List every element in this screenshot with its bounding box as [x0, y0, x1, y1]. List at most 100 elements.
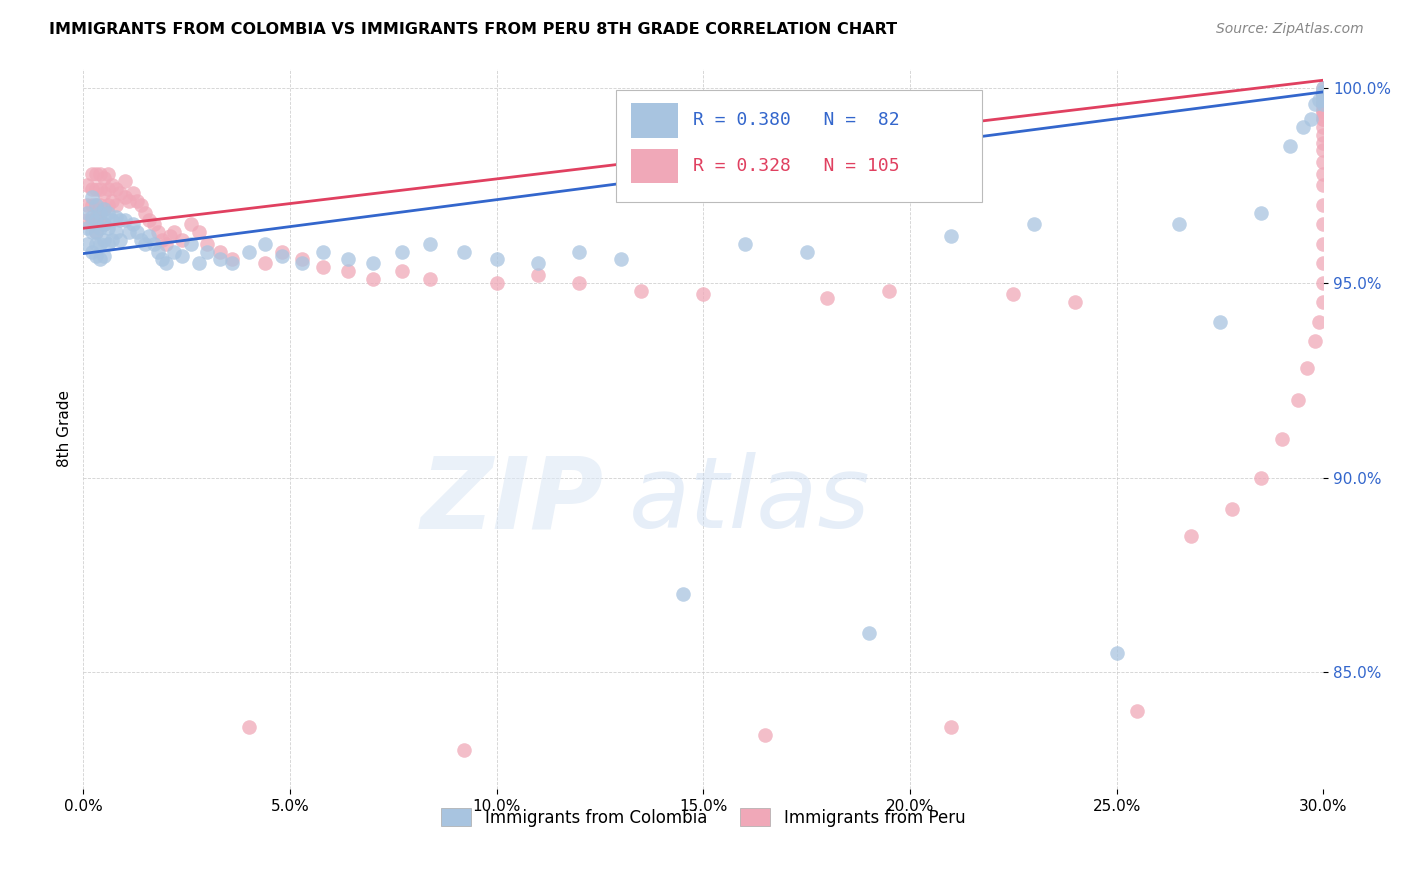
Point	[254, 236, 277, 251]
Point	[1312, 218, 1334, 232]
FancyBboxPatch shape	[631, 103, 679, 137]
Point	[105, 225, 128, 239]
Point	[1312, 167, 1334, 181]
Point	[1180, 529, 1202, 543]
Point	[1312, 136, 1334, 150]
Point	[453, 244, 475, 259]
Point	[1312, 144, 1334, 158]
Point	[391, 264, 413, 278]
Point	[84, 198, 107, 212]
Point	[110, 213, 132, 227]
Point	[105, 182, 128, 196]
Point	[80, 244, 103, 259]
Point	[142, 236, 165, 251]
Point	[1312, 198, 1334, 212]
Text: R = 0.328   N = 105: R = 0.328 N = 105	[693, 157, 900, 175]
Point	[1291, 120, 1313, 134]
Point	[89, 221, 111, 235]
Point	[195, 244, 218, 259]
Point	[125, 225, 148, 239]
Point	[188, 225, 211, 239]
Point	[1312, 96, 1334, 111]
Point	[1312, 128, 1334, 142]
Point	[80, 225, 103, 239]
Point	[312, 260, 335, 275]
Point	[122, 186, 145, 201]
Text: IMMIGRANTS FROM COLOMBIA VS IMMIGRANTS FROM PERU 8TH GRADE CORRELATION CHART: IMMIGRANTS FROM COLOMBIA VS IMMIGRANTS F…	[49, 22, 897, 37]
Text: atlas: atlas	[628, 452, 870, 549]
Point	[568, 276, 591, 290]
Point	[1312, 104, 1334, 119]
Point	[1303, 96, 1326, 111]
Point	[1312, 295, 1334, 310]
Point	[291, 256, 314, 270]
Point	[150, 233, 173, 247]
Point	[138, 229, 160, 244]
Point	[84, 248, 107, 262]
Point	[527, 268, 550, 282]
Point	[208, 252, 231, 267]
Point	[1312, 178, 1334, 193]
Point	[101, 178, 124, 193]
Point	[80, 210, 103, 224]
Point	[527, 256, 550, 270]
Point	[146, 244, 169, 259]
Point	[93, 202, 115, 216]
Point	[485, 276, 508, 290]
Point	[101, 194, 124, 208]
Point	[1126, 704, 1149, 718]
Point	[146, 225, 169, 239]
Point	[609, 252, 631, 267]
Point	[125, 194, 148, 208]
Point	[1002, 287, 1025, 301]
Point	[1312, 96, 1334, 111]
Point	[84, 236, 107, 251]
Point	[97, 236, 120, 251]
Point	[76, 236, 98, 251]
Point	[221, 252, 243, 267]
Point	[1250, 205, 1272, 219]
Point	[159, 229, 181, 244]
Point	[150, 252, 173, 267]
Point	[1312, 93, 1334, 107]
Point	[97, 221, 120, 235]
Point	[134, 236, 156, 251]
Point	[221, 256, 243, 270]
Point	[734, 236, 756, 251]
Point	[1167, 218, 1189, 232]
Point	[1105, 646, 1128, 660]
Point	[1022, 218, 1045, 232]
Point	[118, 194, 141, 208]
Point	[80, 167, 103, 181]
Point	[114, 190, 136, 204]
Point	[89, 213, 111, 227]
Point	[1312, 88, 1334, 103]
Text: R = 0.380   N =  82: R = 0.380 N = 82	[693, 112, 900, 129]
Point	[142, 218, 165, 232]
Point	[1312, 112, 1334, 127]
Point	[129, 198, 152, 212]
Point	[568, 244, 591, 259]
Point	[122, 218, 145, 232]
Point	[1312, 256, 1334, 270]
Point	[1312, 112, 1334, 127]
Point	[97, 198, 120, 212]
Legend: Immigrants from Colombia, Immigrants from Peru: Immigrants from Colombia, Immigrants fro…	[433, 800, 973, 835]
Point	[80, 198, 103, 212]
Point	[89, 182, 111, 196]
Point	[1308, 315, 1330, 329]
Text: ZIP: ZIP	[420, 452, 605, 549]
Point	[361, 272, 384, 286]
Point	[114, 213, 136, 227]
Point	[180, 218, 202, 232]
Point	[155, 256, 177, 270]
Point	[1299, 112, 1322, 127]
Point	[1312, 120, 1334, 134]
Point	[1312, 93, 1334, 107]
Point	[89, 167, 111, 181]
Point	[1312, 88, 1334, 103]
Point	[270, 248, 292, 262]
Point	[1209, 315, 1232, 329]
Point	[1303, 334, 1326, 349]
Point	[84, 213, 107, 227]
